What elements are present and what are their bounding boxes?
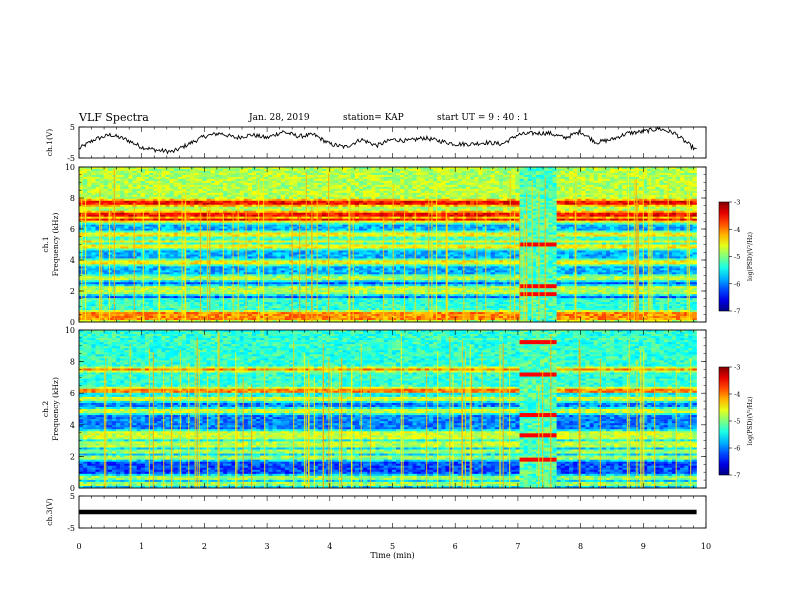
x-tick-label: 0 [76,542,81,551]
colorbar-label: log(PSD)(V²/Hz) [747,232,754,281]
y-axis-label: ch.2 [41,401,50,417]
x-tick-label: 2 [202,542,207,551]
y-axis-label: ch.1 [41,236,50,252]
y-axis-label: ch.1(V) [45,129,54,157]
y-tick-label: -5 [67,524,75,533]
y-axis-label: Frequency (kHz) [51,377,60,441]
y-tick-label: 5 [70,123,75,132]
colorbar-tick-label: -4 [734,226,740,234]
y-tick-label: 4 [70,256,75,265]
y-axis-label: Frequency (kHz) [51,213,60,277]
colorbar-tick-label: -6 [734,280,740,288]
colorbar-tick-label: -3 [734,199,740,207]
ch1-waveform-line [79,127,697,153]
x-tick-label: 6 [453,542,458,551]
x-tick-label: 3 [265,542,270,551]
x-tick-label: 10 [701,542,711,551]
y-tick-label: 10 [65,326,75,335]
y-tick-label: 10 [65,163,75,172]
x-tick-label: 8 [578,542,583,551]
colorbar-tick-label: -7 [734,308,740,316]
colorbar-label: log(PSD)(V²/Hz) [747,397,754,446]
colorbar-ch1 [719,202,729,311]
spectrogram-ch1 [79,167,697,322]
colorbar-tick-label: -4 [734,391,740,399]
colorbar-tick-label: -3 [734,364,740,372]
y-tick-label: -5 [67,154,75,163]
colorbar-ch2 [719,367,729,475]
x-tick-label: 1 [139,542,144,551]
y-tick-label: 6 [70,389,75,398]
spectrogram-ch2 [79,330,697,488]
y-tick-label: 8 [70,358,75,367]
x-tick-label: 4 [327,542,332,551]
colorbar-tick-label: -5 [734,253,740,261]
y-tick-label: 4 [70,421,75,430]
y-tick-label: 2 [70,287,75,296]
x-axis-label: Time (min) [370,551,414,560]
figure: 5 -5 ch.1(V) -3 -4 -5 -6 -7 log(PSD)(V²/Hz) 0 2 4 6 8… [0,0,792,612]
colorbar-tick-label: -7 [734,472,740,480]
x-tick-label: 7 [515,542,520,551]
y-tick-label: 8 [70,194,75,203]
x-tick-label: 9 [641,542,646,551]
y-tick-label: 2 [70,452,75,461]
colorbar-tick-label: -6 [734,445,740,453]
y-tick-label: 6 [70,225,75,234]
colorbar-tick-label: -5 [734,418,740,426]
x-tick-label: 5 [390,542,395,551]
y-tick-label: 5 [70,492,75,501]
y-axis-label: ch.3(V) [45,498,54,526]
